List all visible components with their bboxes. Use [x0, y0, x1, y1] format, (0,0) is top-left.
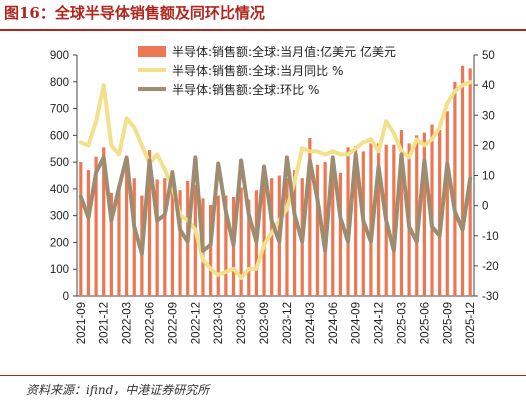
sales-bar	[178, 190, 182, 296]
sales-bar	[193, 184, 197, 296]
x-tick-label: 2025-09	[442, 302, 454, 344]
y-left-tick-label: 100	[50, 264, 69, 276]
sales-bar	[354, 146, 358, 296]
y-right-tick-label: 20	[482, 140, 495, 152]
sales-bar	[331, 162, 335, 296]
figure-title: 图16：全球半导体销售额及同环比情况	[4, 4, 265, 22]
y-left-tick-label: 200	[50, 237, 69, 249]
y-right-tick-label: 30	[482, 110, 495, 122]
legend-swatch-bar	[138, 46, 166, 57]
x-tick-label: 2023-06	[236, 302, 248, 344]
y-left-tick-label: 900	[50, 50, 69, 62]
x-tick-label: 2022-09	[167, 302, 179, 344]
y-right-tick-label: -10	[482, 231, 499, 243]
x-tick-label: 2023-12	[282, 302, 294, 344]
sales-bar	[392, 144, 396, 296]
sales-bar	[399, 129, 404, 296]
sales-bar	[338, 172, 342, 296]
sales-bar	[270, 178, 274, 296]
y-left-tick-label: 700	[50, 104, 69, 116]
x-tick-label: 2025-12	[465, 302, 477, 344]
source-note: 资料来源：ifind，中港证券研究所	[26, 383, 210, 397]
y-left-tick-label: 400	[50, 184, 69, 196]
sales-bar	[102, 147, 106, 296]
sales-bar	[109, 192, 113, 296]
y-left-tick-label: 300	[50, 211, 69, 223]
y-left-tick-label: 600	[50, 130, 69, 142]
sales-bar	[79, 162, 83, 296]
sales-bar	[94, 156, 98, 296]
x-tick-label: 2023-03	[213, 302, 225, 344]
mom-line	[78, 152, 473, 256]
sales-bar	[170, 170, 175, 296]
x-tick-label: 2022-03	[122, 302, 134, 344]
y-right-tick-label: 0	[482, 201, 488, 213]
y-right-tick-label: -30	[482, 291, 499, 303]
y-left-tick-label: 800	[50, 77, 69, 89]
y-right-tick-label: 10	[482, 171, 495, 183]
x-tick-label: 2021-09	[76, 302, 88, 344]
sales-bar	[216, 195, 220, 296]
legend-label: 半导体:销售额:全球:当月同比 %	[172, 63, 343, 78]
x-tick-label: 2025-06	[419, 302, 431, 344]
legend-label: 半导体:销售额:全球:环比 %	[172, 82, 319, 97]
sales-bar	[125, 159, 129, 296]
x-tick-label: 2023-09	[259, 302, 271, 344]
semiconductor-sales-chart: 0 100 200 300 400 500 600 700 800 900 -30 -20 -10 0 10…	[50, 44, 499, 344]
title-divider	[0, 29, 526, 31]
chart-axes: 0 100 200 300 400 500 600 700 800 900 -30 -20 -10 0 10…	[50, 50, 499, 344]
footer-divider	[0, 375, 526, 376]
bar-series-sales	[79, 65, 472, 297]
x-tick-label: 2024-12	[374, 302, 386, 344]
y-right-tick-label: -20	[482, 261, 499, 273]
sales-bar	[224, 195, 228, 296]
y-left-tick-label: 500	[50, 157, 69, 169]
y-right-tick-label: 40	[482, 80, 495, 92]
sales-bar	[308, 138, 312, 296]
sales-bar	[147, 150, 152, 296]
legend-label: 半导体:销售额:全球:当月值:亿美元 亿美元	[172, 44, 396, 59]
line-series	[78, 80, 473, 280]
y-right-tick-label: 50	[482, 50, 495, 62]
sales-bar	[453, 81, 457, 296]
x-tick-label: 2024-03	[305, 302, 317, 344]
sales-bar	[209, 204, 213, 296]
sales-bar	[315, 164, 320, 296]
sales-bar	[163, 178, 167, 296]
sales-bar	[285, 178, 289, 296]
x-tick-label: 2024-06	[328, 302, 340, 344]
sales-bar	[292, 170, 297, 296]
x-tick-label: 2022-12	[190, 302, 202, 344]
sales-bar	[155, 179, 159, 296]
y-left-tick-label: 0	[63, 291, 69, 303]
sales-bar	[117, 188, 121, 296]
sales-bar	[262, 176, 266, 296]
x-tick-label: 2024-09	[351, 302, 363, 344]
sales-bar	[86, 170, 91, 296]
x-tick-label: 2025-03	[396, 302, 408, 344]
sales-bar	[247, 199, 251, 296]
sales-bar	[445, 111, 449, 296]
sales-bar	[460, 65, 465, 297]
sales-bar	[438, 129, 442, 296]
sales-bar	[132, 178, 136, 296]
sales-bar	[422, 132, 426, 296]
x-tick-label: 2021-12	[99, 302, 111, 344]
sales-bar	[415, 135, 419, 296]
sales-bar	[376, 143, 381, 296]
sales-bar	[239, 187, 243, 296]
x-tick-label: 2022-06	[145, 302, 157, 344]
sales-bar	[369, 143, 373, 296]
